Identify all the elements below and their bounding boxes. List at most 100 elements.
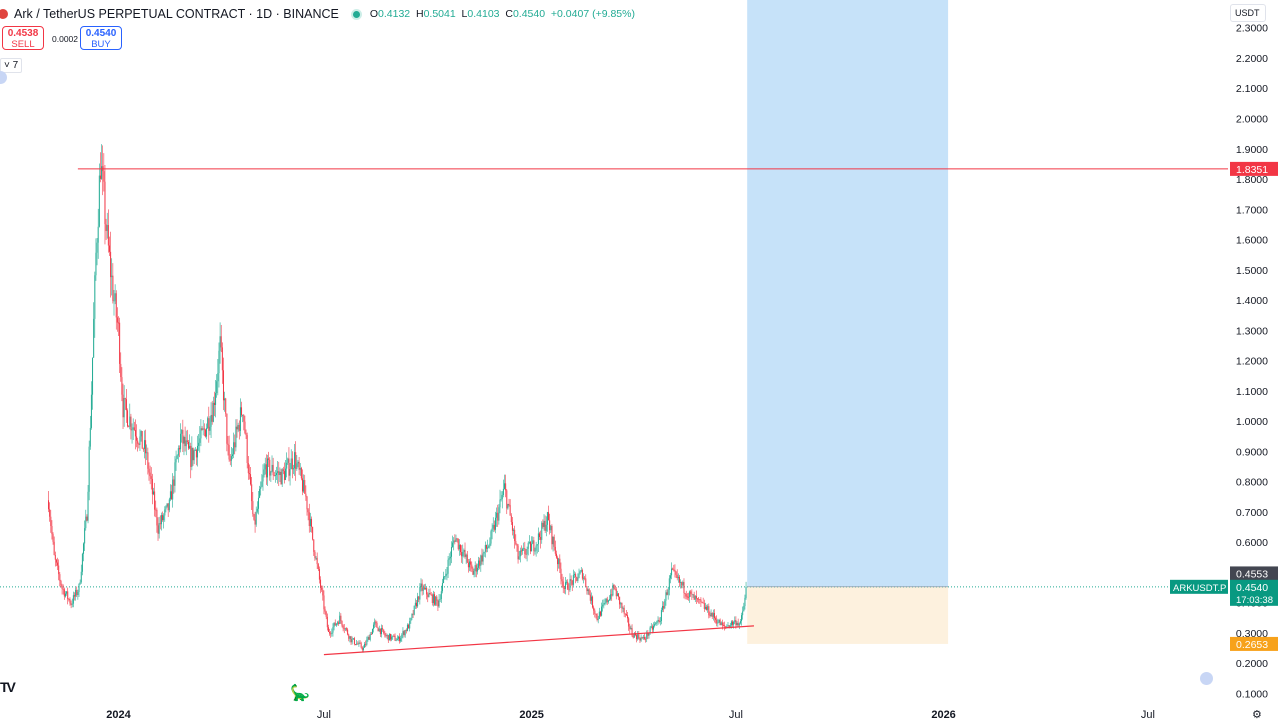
candle-body xyxy=(85,516,87,529)
candle-body xyxy=(380,628,382,635)
candle xyxy=(500,491,502,502)
candle-body xyxy=(504,483,506,489)
candle-body xyxy=(548,512,550,521)
candle xyxy=(706,604,708,611)
indicators-toggle[interactable]: ˅ 7 xyxy=(0,58,23,73)
candle-body xyxy=(588,589,590,595)
candle-body xyxy=(101,166,103,179)
candle xyxy=(663,601,665,613)
candle-body xyxy=(529,541,531,552)
candle xyxy=(215,380,217,418)
candle-body xyxy=(209,426,211,431)
candle xyxy=(575,572,577,584)
candle-body xyxy=(169,491,171,500)
candle xyxy=(456,537,458,543)
candle-body xyxy=(481,555,483,562)
x-axis[interactable]: 2024 Jul 2025 Jul 2026 Jul xyxy=(106,709,1155,721)
candle xyxy=(739,619,741,625)
candle xyxy=(222,357,224,411)
candle xyxy=(449,551,451,566)
candle-body xyxy=(517,545,519,560)
candle xyxy=(78,583,80,598)
dino-icon[interactable]: 🦕 xyxy=(290,685,310,702)
candle xyxy=(712,609,714,621)
y-tick-label: 1.8000 xyxy=(1236,174,1268,186)
candle-body xyxy=(246,435,248,464)
candle xyxy=(263,463,265,478)
candle-body xyxy=(303,480,305,492)
candle xyxy=(63,587,65,600)
sell-button[interactable]: 0.4538 SELL xyxy=(2,26,44,50)
symbol-title[interactable]: Ark / TetherUS PERPETUAL CONTRACT · 1D ·… xyxy=(14,7,339,21)
candle-body xyxy=(462,551,464,557)
candle-body xyxy=(268,458,270,460)
candle xyxy=(596,613,598,622)
candle xyxy=(441,578,443,594)
candle-body xyxy=(488,546,490,548)
candle-body xyxy=(228,445,230,460)
candle-body xyxy=(683,582,685,594)
candle xyxy=(496,507,498,527)
candle xyxy=(448,553,450,566)
candle-body xyxy=(122,394,124,418)
candle-body xyxy=(403,631,405,636)
candle-body xyxy=(532,540,534,544)
candle xyxy=(680,579,682,589)
candle-body xyxy=(637,634,639,640)
candle-body xyxy=(701,601,703,603)
candle-body xyxy=(482,553,484,562)
candle xyxy=(290,449,292,470)
candle xyxy=(51,520,53,540)
candle-body xyxy=(430,594,432,596)
candle xyxy=(684,592,686,600)
candle xyxy=(502,479,504,498)
y-tick-label: 2.2000 xyxy=(1236,53,1268,65)
candle xyxy=(194,447,196,451)
candle-body xyxy=(216,381,218,394)
candle-body xyxy=(280,471,282,485)
candle xyxy=(578,568,580,579)
candle xyxy=(327,624,329,633)
candle xyxy=(466,550,468,563)
candle xyxy=(305,485,307,501)
candle xyxy=(193,448,195,465)
candle xyxy=(365,640,367,648)
cursor-indicator-icon[interactable] xyxy=(1200,672,1213,685)
candle-body xyxy=(458,544,460,550)
candle-body xyxy=(522,548,524,551)
candle xyxy=(339,611,341,625)
candle-body xyxy=(584,577,586,579)
candle-body xyxy=(611,594,613,596)
candle xyxy=(675,570,677,578)
y-tick-label: 1.6000 xyxy=(1236,235,1268,247)
candle xyxy=(445,568,447,580)
candle xyxy=(562,576,564,594)
candle xyxy=(185,430,187,456)
candle-body xyxy=(149,472,151,477)
candle-body xyxy=(741,615,743,622)
currency-selector[interactable]: USDT xyxy=(1230,4,1266,22)
y-tick-label: 1.4000 xyxy=(1236,295,1268,307)
candle xyxy=(358,640,360,647)
candle xyxy=(138,442,140,449)
candle-body xyxy=(400,638,402,642)
candle xyxy=(682,580,684,589)
candle-body xyxy=(105,224,107,231)
settings-gear-icon[interactable]: ⚙ xyxy=(1252,709,1262,721)
candle-body xyxy=(692,594,694,596)
support-trend-line[interactable] xyxy=(323,625,754,656)
candle-body xyxy=(233,442,235,455)
candle xyxy=(197,435,199,467)
candle-body xyxy=(554,546,556,554)
tradingview-logo-icon[interactable]: TV xyxy=(0,679,16,695)
buy-button[interactable]: 0.4540 BUY xyxy=(80,26,122,50)
candle xyxy=(388,633,390,641)
candle xyxy=(50,509,52,533)
drawing-handle-icon[interactable] xyxy=(0,71,7,84)
candle xyxy=(509,499,511,516)
candle xyxy=(59,571,61,587)
candle-body xyxy=(733,622,735,625)
candle-body xyxy=(651,626,653,630)
candle-body xyxy=(165,506,167,510)
